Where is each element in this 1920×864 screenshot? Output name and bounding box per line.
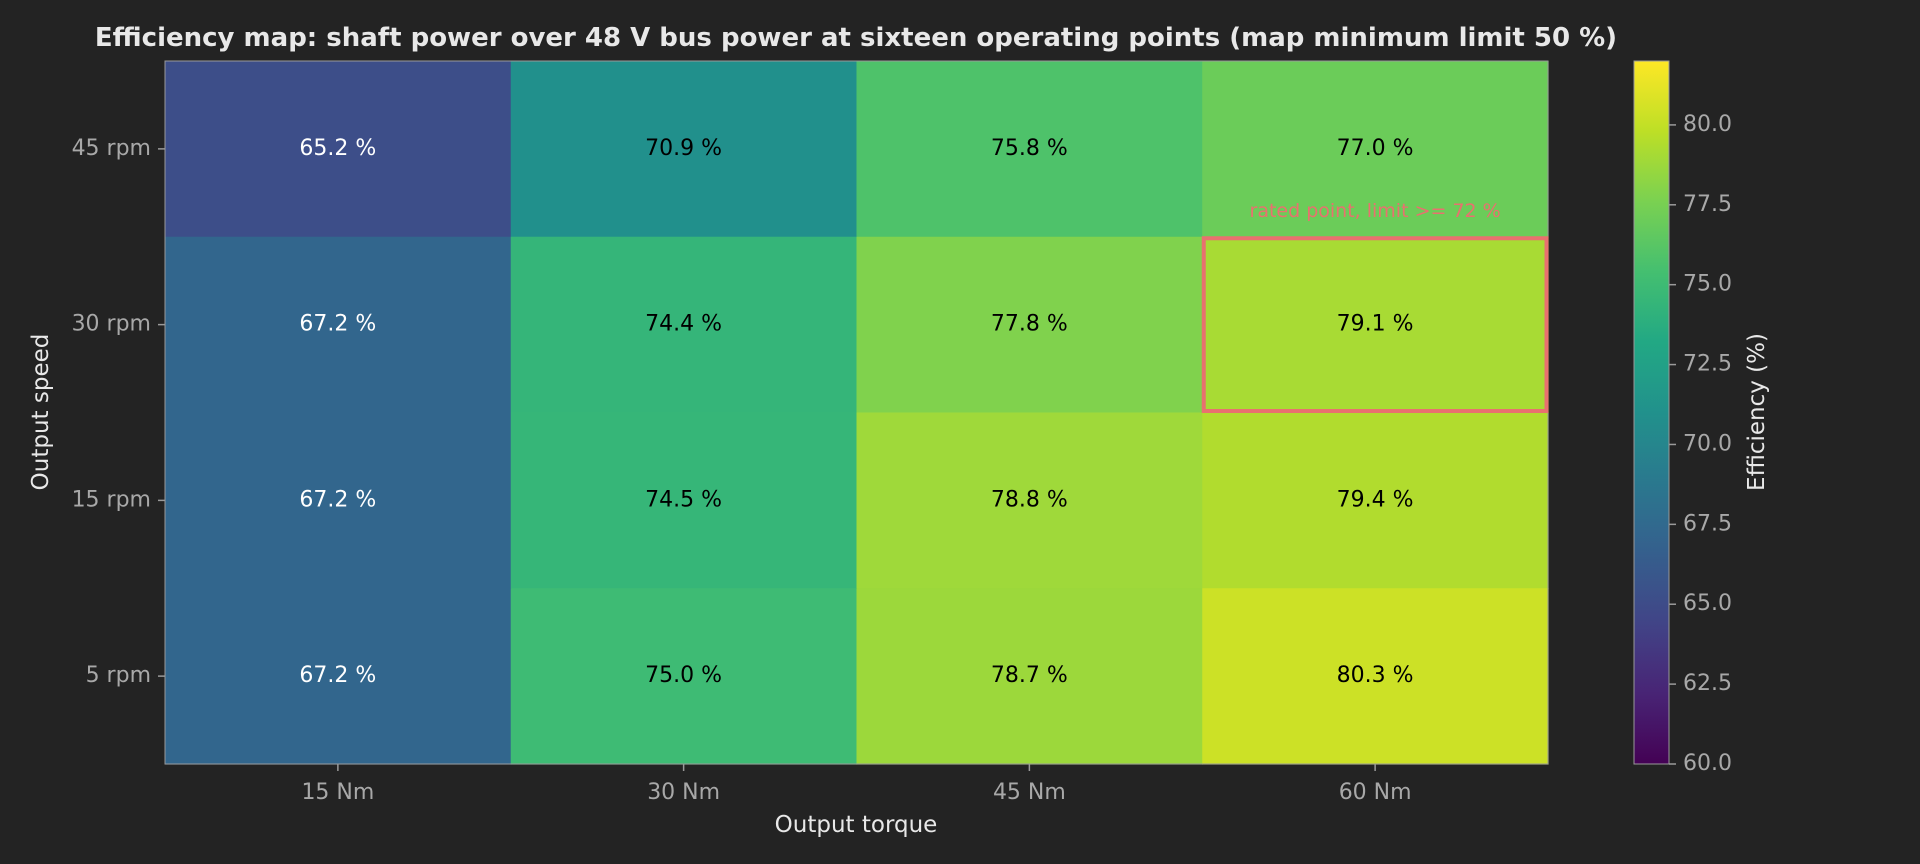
colorbar-tick-label: 72.5 — [1683, 352, 1732, 377]
colorbar-label: Efficiency (%) — [1744, 333, 1770, 491]
colorbar-tick-label: 67.5 — [1683, 511, 1732, 536]
heatmap-cells — [165, 61, 1549, 765]
colorbar-tick-label: 65.0 — [1683, 591, 1732, 616]
rated-point-annotation: rated point, limit >= 72 % — [1250, 200, 1501, 222]
colorbar-tick-label: 62.5 — [1683, 671, 1732, 696]
heatmap-cell-r3-c2 — [856, 588, 1203, 765]
colorbar-tick-label: 77.5 — [1683, 192, 1732, 217]
heatmap-cell-r2-c1 — [510, 412, 858, 589]
y-tick-label: 15 rpm — [72, 487, 151, 512]
cell-label-r1-c3: 79.1 % — [1337, 312, 1414, 337]
colorbar-tick-label: 80.0 — [1683, 112, 1732, 137]
heatmap-cell-r1-c1 — [510, 236, 858, 414]
cell-label-r0-c1: 70.9 % — [645, 136, 722, 161]
rated-point-highlight: rated point, limit >= 72 % — [1201, 200, 1549, 413]
heatmap-cell-r0-c1 — [510, 61, 858, 238]
cell-label-r0-c0: 65.2 % — [299, 136, 376, 161]
cell-label-r2-c0: 67.2 % — [299, 487, 376, 512]
heatmap-cell-labels: 65.2 % 70.9 % 75.8 % 77.0 % 67.2 % 74.4 % 77.8… — [299, 136, 1413, 688]
colorbar-tick-label: 60.0 — [1683, 751, 1732, 776]
y-tick-label: 45 rpm — [72, 136, 151, 161]
cell-label-r1-c0: 67.2 % — [299, 312, 376, 337]
cell-label-r1-c2: 77.8 % — [991, 312, 1068, 337]
x-axis-label: Output torque — [775, 812, 938, 838]
colorbar-ticks: 60.0 62.5 65.0 67.5 70.0 72.5 75.0 77.5 80.0 — [1669, 112, 1732, 776]
x-tick-label: 60 Nm — [1339, 780, 1412, 805]
cell-label-r3-c0: 67.2 % — [299, 663, 376, 688]
cell-label-r2-c1: 74.5 % — [645, 487, 722, 512]
cell-label-r0-c3: 77.0 % — [1337, 136, 1414, 161]
heatmap-cell-r2-c2 — [856, 412, 1203, 589]
heatmap-cell-r3-c0 — [165, 588, 512, 765]
heatmap-cell-r1-c2 — [856, 236, 1203, 414]
colorbar-tick-label: 70.0 — [1683, 431, 1732, 456]
y-axis-label: Output speed — [28, 334, 54, 491]
x-tick-label: 45 Nm — [993, 780, 1066, 805]
cell-label-r3-c2: 78.7 % — [991, 663, 1068, 688]
colorbar-tick-label: 75.0 — [1683, 272, 1732, 297]
chart-title: Efficiency map: shaft power over 48 V bu… — [95, 23, 1617, 53]
heatmap-cell-r2-c0 — [165, 412, 512, 589]
cell-label-r2-c3: 79.4 % — [1337, 487, 1414, 512]
cell-label-r3-c3: 80.3 % — [1337, 663, 1414, 688]
colorbar — [1633, 60, 1670, 765]
x-tick-label: 30 Nm — [647, 780, 720, 805]
heatmap-cell-r0-c0 — [165, 61, 512, 238]
y-tick-label: 30 rpm — [72, 312, 151, 337]
x-axis-ticks: 15 Nm 30 Nm 45 Nm 60 Nm — [301, 764, 1412, 805]
heatmap-cell-r3-c1 — [510, 588, 858, 765]
cell-label-r0-c2: 75.8 % — [991, 136, 1068, 161]
cell-label-r2-c2: 78.8 % — [991, 487, 1068, 512]
heatmap-cell-r1-c0 — [165, 236, 512, 414]
heatmap-cell-r0-c3 — [1202, 61, 1549, 238]
y-axis-ticks: 45 rpm 30 rpm 15 rpm 5 rpm — [72, 136, 165, 688]
heatmap-cell-r0-c2 — [856, 61, 1203, 238]
x-tick-label: 15 Nm — [301, 780, 374, 805]
cell-label-r3-c1: 75.0 % — [645, 663, 722, 688]
heatmap-cell-r1-c3 — [1202, 236, 1549, 414]
y-tick-label: 5 rpm — [86, 663, 151, 688]
cell-label-r1-c1: 74.4 % — [645, 312, 722, 337]
rated-point-box — [1201, 236, 1549, 413]
heatmap-cell-r3-c3 — [1202, 588, 1549, 765]
heatmap-cell-r2-c3 — [1202, 412, 1549, 589]
